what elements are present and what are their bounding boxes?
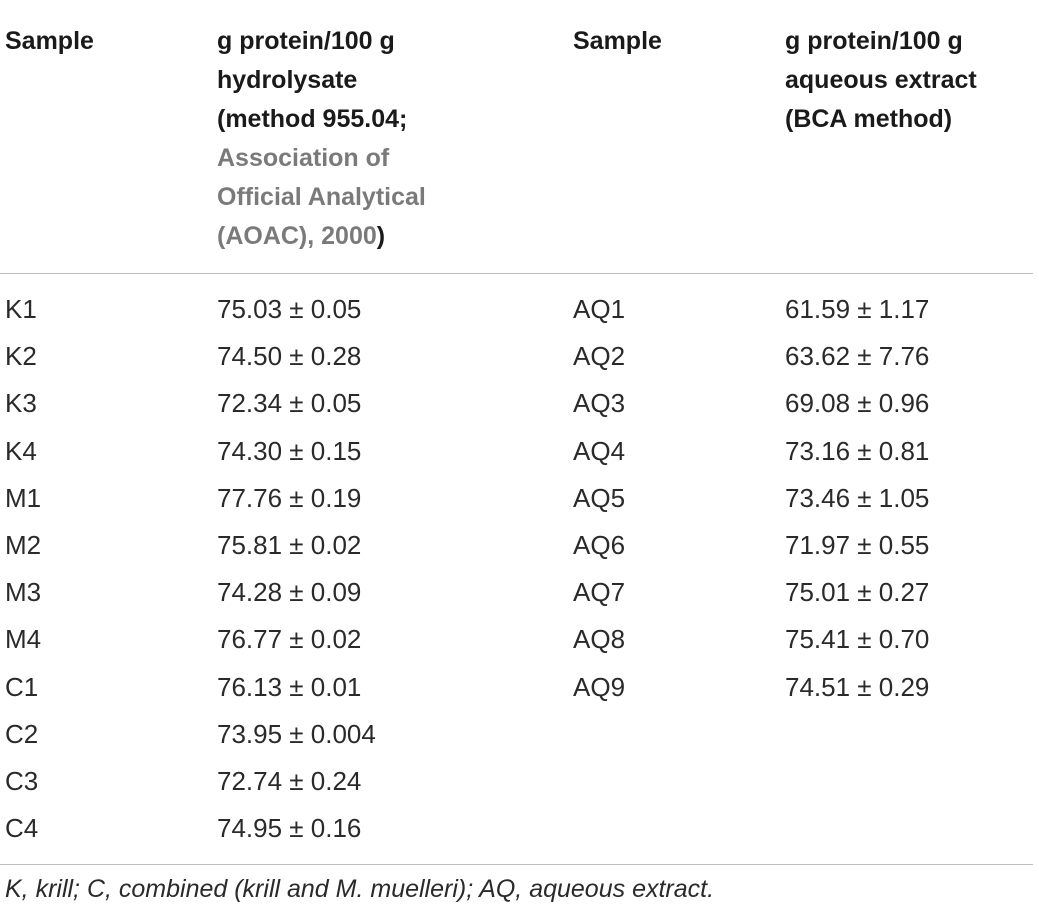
header-close-paren: )	[376, 222, 386, 250]
aqueous-sample-cell: AQ8	[573, 624, 626, 655]
sample-cell: C1	[5, 671, 39, 702]
aqueous-value-cell: 71.97 ± 0.55	[785, 529, 930, 560]
sample-cell: M4	[5, 624, 42, 655]
hydrolysate-value-cell: 77.76 ± 0.19	[217, 482, 362, 513]
hydrolysate-value-cell: 74.28 ± 0.09	[217, 577, 362, 608]
sample-cell: M2	[5, 529, 42, 560]
hydrolysate-value-cell: 73.95 ± 0.004	[217, 718, 376, 749]
aqueous-sample-cell: AQ3	[573, 388, 626, 419]
table-row: M2 75.81 ± 0.02 AQ6 71.97 ± 0.55	[0, 522, 1033, 569]
hydrolysate-value-cell: 75.81 ± 0.02	[217, 529, 362, 560]
header-protein-aqueous-line3: (BCA method)	[785, 105, 953, 133]
table-row: C3 72.74 ± 0.24	[0, 758, 1033, 805]
hydrolysate-value-cell: 74.50 ± 0.28	[217, 341, 362, 372]
table-body: K1 75.03 ± 0.05 AQ1 61.59 ± 1.17 K2 74.5…	[0, 286, 1033, 852]
table-row: C4 74.95 ± 0.16	[0, 805, 1033, 852]
table-row: K3 72.34 ± 0.05 AQ3 69.08 ± 0.96	[0, 380, 1033, 427]
header-protein-hydrolysate-line1: g protein/100 g	[217, 27, 395, 55]
aqueous-sample-cell: AQ7	[573, 577, 626, 608]
header-divider	[0, 273, 1033, 274]
aqueous-value-cell: 61.59 ± 1.17	[785, 294, 930, 324]
hydrolysate-value-cell: 72.34 ± 0.05	[217, 388, 362, 419]
hydrolysate-value-cell: 74.30 ± 0.15	[217, 435, 362, 466]
table-row: K2 74.50 ± 0.28 AQ2 63.62 ± 7.76	[0, 333, 1033, 380]
table-row: M1 77.76 ± 0.19 AQ5 73.46 ± 1.05	[0, 475, 1033, 522]
sample-cell: K1	[5, 294, 37, 324]
header-protein-hydrolysate-line3: (method 955.04;	[217, 105, 408, 133]
hydrolysate-value-cell: 76.77 ± 0.02	[217, 624, 362, 655]
hydrolysate-value-cell: 74.95 ± 0.16	[217, 813, 362, 844]
header-protein-hydrolysate: g protein/100 g hydrolysate (method 955.…	[217, 22, 547, 256]
aqueous-sample-cell: AQ6	[573, 529, 626, 560]
aqueous-sample-cell: AQ4	[573, 435, 626, 466]
aqueous-sample-cell: AQ5	[573, 482, 626, 513]
table-row: C2 73.95 ± 0.004	[0, 711, 1033, 758]
sample-cell: C2	[5, 718, 39, 749]
header-protein-aqueous-line2: aqueous extract	[785, 66, 977, 94]
sample-cell: C3	[5, 765, 39, 796]
sample-cell: M1	[5, 482, 42, 513]
sample-cell: K4	[5, 435, 37, 466]
aoac-reference-line3[interactable]: (AOAC), 2000	[217, 222, 377, 250]
hydrolysate-value-cell: 75.03 ± 0.05	[217, 294, 362, 324]
aqueous-value-cell: 63.62 ± 7.76	[785, 341, 930, 372]
header-sample-1-label: Sample	[5, 27, 94, 55]
table-row: M4 76.77 ± 0.02 AQ8 75.41 ± 0.70	[0, 616, 1033, 663]
aqueous-sample-cell: AQ2	[573, 341, 626, 372]
sample-cell: K2	[5, 341, 37, 372]
aoac-reference-line3-wrap: (AOAC), 2000)	[217, 217, 547, 256]
aqueous-value-cell: 69.08 ± 0.96	[785, 388, 930, 419]
table-row: K4 74.30 ± 0.15 AQ4 73.16 ± 0.81	[0, 428, 1033, 475]
aqueous-value-cell: 74.51 ± 0.29	[785, 671, 930, 702]
aoac-reference-line1[interactable]: Association of	[217, 144, 390, 172]
hydrolysate-value-cell: 72.74 ± 0.24	[217, 765, 362, 796]
sample-cell: M3	[5, 577, 42, 608]
aqueous-value-cell: 75.41 ± 0.70	[785, 624, 930, 655]
aqueous-sample-cell: AQ1	[573, 294, 626, 324]
table-footnote: K, krill; C, combined (krill and M. muel…	[5, 875, 715, 903]
table-header: Sample g protein/100 g hydrolysate (meth…	[0, 0, 1033, 273]
header-sample-2-label: Sample	[573, 27, 662, 55]
aqueous-value-cell: 75.01 ± 0.27	[785, 577, 930, 608]
footer-divider	[0, 864, 1033, 865]
header-protein-hydrolysate-line2: hydrolysate	[217, 66, 358, 94]
header-sample-2: Sample	[573, 22, 773, 61]
aqueous-sample-cell: AQ9	[573, 671, 626, 702]
aqueous-value-cell: 73.46 ± 1.05	[785, 482, 930, 513]
aoac-reference-line2[interactable]: Official Analytical	[217, 183, 426, 211]
table-row: K1 75.03 ± 0.05 AQ1 61.59 ± 1.17	[0, 286, 1033, 333]
header-sample-1: Sample	[5, 22, 195, 61]
sample-cell: K3	[5, 388, 37, 419]
aqueous-value-cell: 73.16 ± 0.81	[785, 435, 930, 466]
header-protein-aqueous-line1: g protein/100 g	[785, 27, 963, 55]
header-protein-aqueous: g protein/100 g aqueous extract (BCA met…	[785, 22, 1033, 139]
table-row: M3 74.28 ± 0.09 AQ7 75.01 ± 0.27	[0, 569, 1033, 616]
table-row: C1 76.13 ± 0.01 AQ9 74.51 ± 0.29	[0, 664, 1033, 711]
sample-cell: C4	[5, 813, 39, 844]
hydrolysate-value-cell: 76.13 ± 0.01	[217, 671, 362, 702]
